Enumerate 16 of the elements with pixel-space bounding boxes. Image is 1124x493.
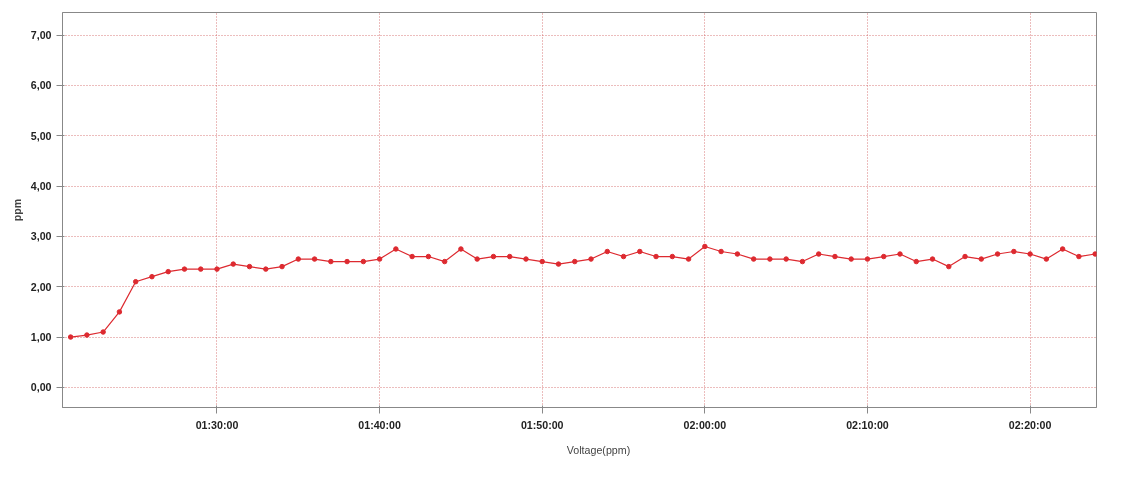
y-tick-label: 6,00 bbox=[30, 79, 52, 92]
y-tick-label: 5,00 bbox=[30, 129, 52, 142]
x-tick-label: 01:40:00 bbox=[358, 418, 402, 431]
x-tick-label: 01:30:00 bbox=[195, 418, 239, 431]
y-axis-title: ppm bbox=[10, 198, 23, 222]
x-tick-label: 02:20:00 bbox=[1008, 418, 1052, 431]
y-tick-label: 4,00 bbox=[30, 180, 52, 193]
y-tick-label: 1,00 bbox=[30, 331, 52, 344]
y-tick-label: 2,00 bbox=[30, 280, 52, 293]
y-tick-label: 7,00 bbox=[30, 29, 52, 42]
y-tick-label: 0,00 bbox=[30, 381, 52, 394]
y-tick-label: 3,00 bbox=[30, 230, 52, 243]
x-tick-label: 02:10:00 bbox=[846, 418, 889, 431]
x-tick-label: 02:00:00 bbox=[683, 418, 727, 431]
text: Voltage(ppm) bbox=[566, 444, 631, 456]
x-tick-label: 01:50:00 bbox=[520, 418, 564, 431]
